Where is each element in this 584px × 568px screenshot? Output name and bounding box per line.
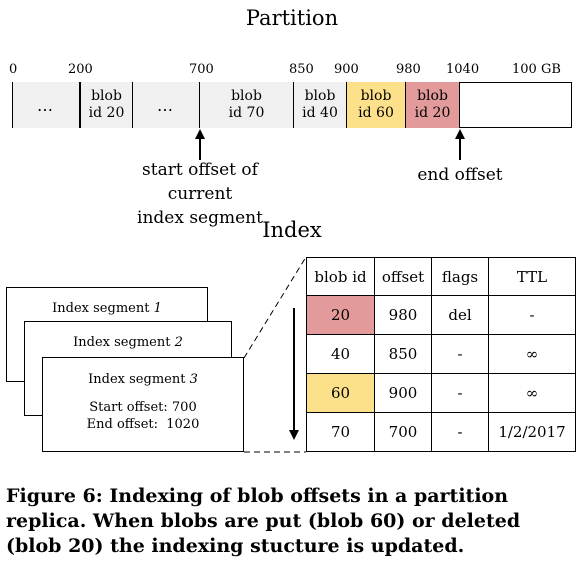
segment-end-offset: End offset: 1020 <box>86 417 200 432</box>
index-segment-card-3: Index segment 3 Start offset: 700 End of… <box>42 357 244 452</box>
index-segment-label: Index segment 2 <box>73 335 183 350</box>
cell-offset: 700 <box>374 412 432 452</box>
cell-flags: del <box>431 295 489 335</box>
partition-segment-empty: … <box>133 82 200 128</box>
table-row: 40 850 - ∞ <box>306 334 576 374</box>
tick-label: 1040 <box>446 62 480 77</box>
segment-start-offset: Start offset: 700 <box>89 400 197 415</box>
tick-label: 100 GB <box>512 62 561 77</box>
cell-blob-id: 20 <box>306 295 375 335</box>
tick-label: 850 <box>289 62 314 77</box>
table-row: 60 900 - ∞ <box>306 373 576 413</box>
index-title: Index <box>262 218 322 242</box>
tick-label: 980 <box>396 62 421 77</box>
partition-segment-blob-60: blob id 60 <box>347 82 406 128</box>
tick-label: 0 <box>9 62 18 77</box>
cell-offset: 980 <box>374 295 432 335</box>
cell-blob-id: 60 <box>306 373 375 413</box>
tick-label: 200 <box>68 62 93 77</box>
index-table: blob id offset flags TTL 20 980 del - 40… <box>306 257 576 452</box>
cell-flags: - <box>431 373 489 413</box>
start-offset-label: start offset of current index segment <box>137 160 263 228</box>
end-offset-arrowhead <box>455 129 465 139</box>
cell-flags: - <box>431 412 489 452</box>
header-ttl: TTL <box>488 257 576 296</box>
partition-segment-blob-70: blob id 70 <box>200 82 294 128</box>
index-scan-arrowhead <box>289 430 299 440</box>
header-blob-id: blob id <box>306 257 375 296</box>
header-flags: flags <box>431 257 489 296</box>
cell-blob-id: 40 <box>306 334 375 374</box>
table-row: 70 700 - 1/2/2017 <box>306 412 576 452</box>
cell-offset: 850 <box>374 334 432 374</box>
partition-segment-blob-40: blob id 40 <box>294 82 347 128</box>
cell-flags: - <box>431 334 489 374</box>
tick-label: 900 <box>334 62 359 77</box>
cell-ttl: ∞ <box>488 334 576 374</box>
cell-ttl: 1/2/2017 <box>488 412 576 452</box>
table-header-row: blob id offset flags TTL <box>306 257 576 296</box>
zoom-line-top <box>243 256 307 359</box>
cell-offset: 900 <box>374 373 432 413</box>
partition-segment-empty: … <box>13 82 80 128</box>
partition-segment-blob-20: blob id 20 <box>80 82 133 128</box>
index-segment-label: Index segment 3 <box>88 372 198 387</box>
figure-caption: Figure 6: Indexing of blob offsets in a … <box>6 485 521 557</box>
header-offset: offset <box>374 257 432 296</box>
partition-segment-blob-20-deleted: blob id 20 <box>406 82 460 128</box>
cell-ttl: ∞ <box>488 373 576 413</box>
start-offset-arrowhead <box>195 129 205 139</box>
partition-title: Partition <box>245 6 339 30</box>
end-offset-label: end offset <box>417 165 503 185</box>
cell-ttl: - <box>488 295 576 335</box>
index-segment-label: Index segment 1 <box>52 301 162 316</box>
tick-label: 700 <box>189 62 214 77</box>
table-row: 20 980 del - <box>306 295 576 335</box>
cell-blob-id: 70 <box>306 412 375 452</box>
